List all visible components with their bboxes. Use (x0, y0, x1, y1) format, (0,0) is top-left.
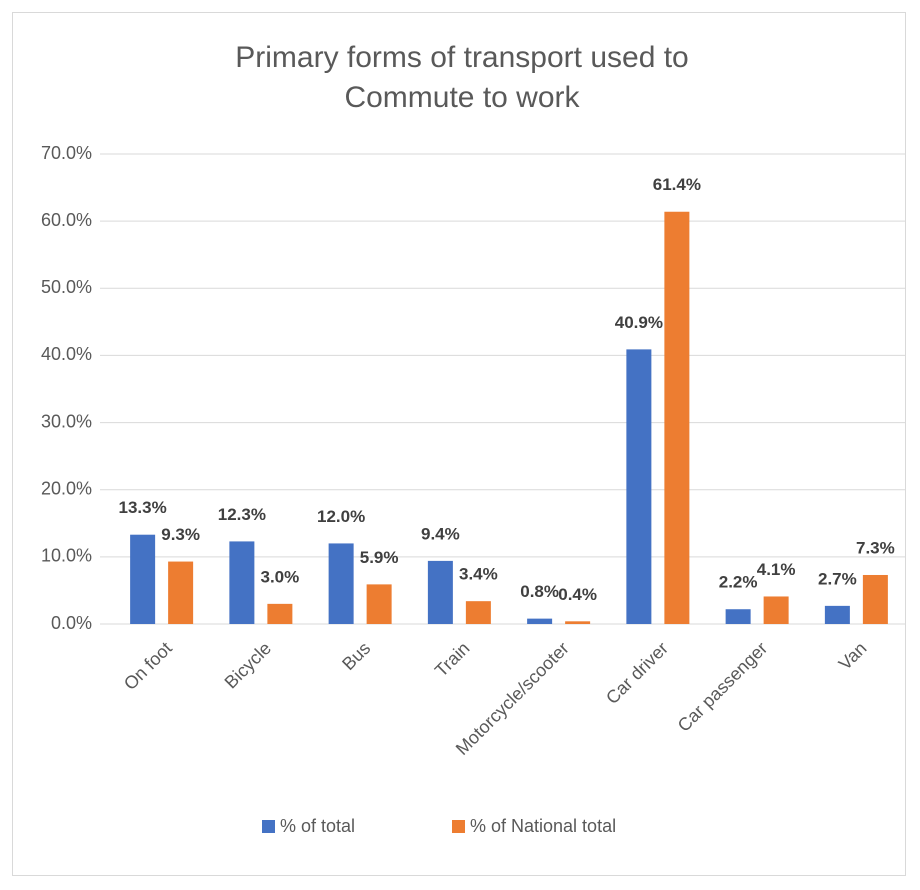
x-tick-label: Train (431, 638, 474, 681)
legend-label: % of total (280, 816, 355, 836)
bar (328, 543, 354, 624)
legend-swatch (452, 820, 465, 833)
data-label: 2.2% (719, 573, 758, 592)
bar (366, 584, 392, 624)
data-label: 12.0% (317, 507, 365, 526)
data-label: 2.7% (818, 569, 857, 588)
data-label: 9.4% (421, 524, 460, 543)
chart-frame (12, 12, 906, 876)
x-tick-label: Motorcycle/scooter (452, 638, 573, 759)
data-label: 13.3% (119, 498, 167, 517)
data-label: 3.4% (459, 565, 498, 584)
bar (527, 618, 553, 624)
y-tick-label: 10.0% (41, 546, 92, 566)
data-label: 4.1% (757, 560, 796, 579)
y-tick-label: 40.0% (41, 344, 92, 364)
data-label: 0.8% (520, 582, 559, 601)
bar (626, 349, 652, 624)
bar (824, 605, 850, 624)
data-label: 40.9% (615, 313, 663, 332)
legend-label: % of National total (470, 816, 616, 836)
bar (465, 601, 491, 624)
x-tick-label: Car passenger (674, 638, 772, 736)
data-label: 12.3% (218, 505, 266, 524)
bar (862, 574, 888, 624)
data-label: 3.0% (261, 567, 300, 586)
bar (725, 609, 751, 624)
data-label: 9.3% (161, 525, 200, 544)
y-tick-label: 30.0% (41, 411, 92, 431)
bar (229, 541, 255, 624)
bar (130, 534, 156, 624)
legend-swatch (262, 820, 275, 833)
bar (427, 560, 453, 624)
x-tick-label: Car driver (602, 638, 672, 708)
bar (565, 621, 591, 624)
y-tick-label: 20.0% (41, 478, 92, 498)
y-tick-label: 70.0% (41, 143, 92, 163)
data-label: 5.9% (360, 548, 399, 567)
y-tick-label: 50.0% (41, 277, 92, 297)
x-tick-label: Van (835, 638, 871, 674)
bar (664, 211, 690, 624)
data-label: 61.4% (653, 175, 701, 194)
data-label: 0.4% (558, 585, 597, 604)
x-tick-label: On foot (120, 638, 176, 694)
y-tick-label: 0.0% (51, 613, 92, 633)
x-tick-label: Bus (338, 638, 374, 674)
bar (763, 596, 789, 624)
chart-title: Primary forms of transport used to Commu… (235, 41, 689, 114)
bar (168, 561, 194, 624)
y-tick-label: 60.0% (41, 210, 92, 230)
x-tick-label: Bicycle (221, 638, 275, 692)
data-label: 7.3% (856, 538, 895, 557)
bar (267, 603, 293, 624)
